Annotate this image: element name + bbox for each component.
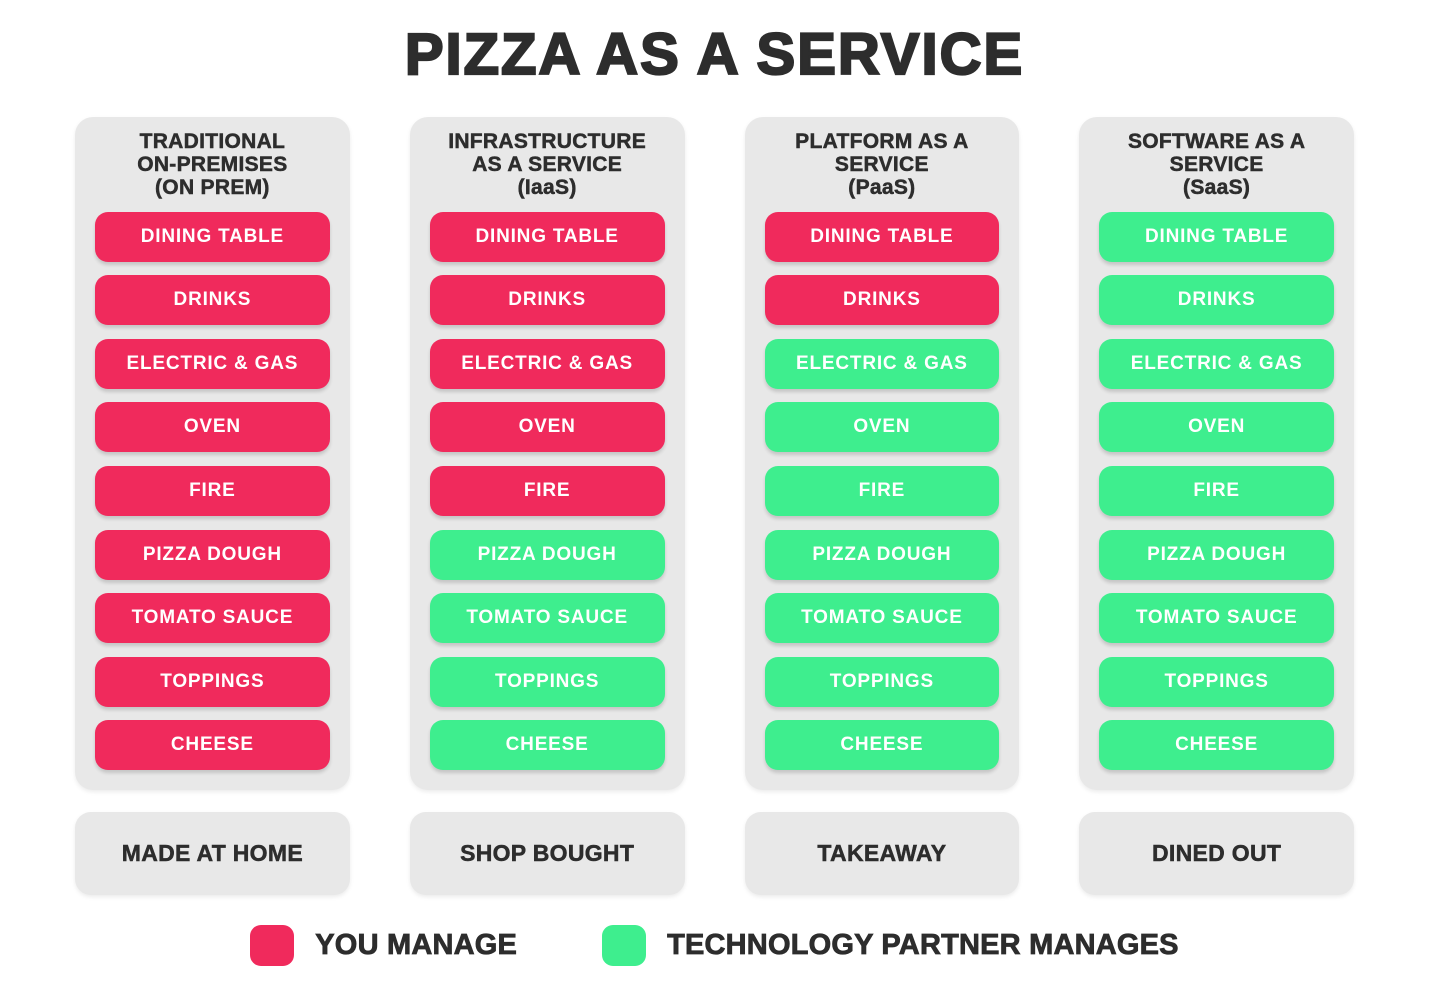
column-panel-paas: PLATFORM AS A SERVICE (PaaS) DINING TABL… xyxy=(744,116,1020,790)
legend: YOU MANAGE TECHNOLOGY PARTNER MANAGES xyxy=(0,924,1429,966)
service-pill: OVEN xyxy=(429,402,665,453)
service-pill: DINING TABLE xyxy=(1099,211,1334,262)
service-pill: ELECTRIC & GAS xyxy=(1099,338,1334,389)
service-pill: TOMATO SAUCE xyxy=(764,593,1000,644)
column-header-paas: PLATFORM AS A SERVICE (PaaS) xyxy=(795,129,969,199)
service-pill: DRINKS xyxy=(95,275,330,326)
service-pill: DINING TABLE xyxy=(95,211,330,262)
service-pill: TOMATO SAUCE xyxy=(1099,593,1334,644)
column-header-saas: SOFTWARE AS A SERVICE (SaaS) xyxy=(1127,129,1306,199)
analogy-label-saas: DINED OUT xyxy=(1079,811,1354,895)
legend-item-partner-manages: TECHNOLOGY PARTNER MANAGES xyxy=(602,924,1179,966)
service-pill: TOPPINGS xyxy=(429,656,665,707)
service-pill: PIZZA DOUGH xyxy=(1099,529,1334,580)
service-pill: TOMATO SAUCE xyxy=(95,593,330,644)
service-pill: OVEN xyxy=(95,402,330,453)
service-pill: TOPPINGS xyxy=(95,656,330,707)
service-pill: DRINKS xyxy=(429,275,665,326)
column-panel-onprem: TRADITIONAL ON-PREMISES (ON PREM) DINING… xyxy=(75,116,350,790)
service-pill: FIRE xyxy=(429,466,665,517)
service-pill: OVEN xyxy=(1099,402,1334,453)
page-title: PIZZA AS A SERVICE xyxy=(404,21,1025,88)
service-pill: DINING TABLE xyxy=(764,211,1000,262)
legend-label-partner-manages: TECHNOLOGY PARTNER MANAGES xyxy=(667,928,1179,961)
service-pill: ELECTRIC & GAS xyxy=(764,338,1000,389)
service-pill: CHEESE xyxy=(95,720,330,771)
service-pill: PIZZA DOUGH xyxy=(429,529,665,580)
column-header-onprem: TRADITIONAL ON-PREMISES (ON PREM) xyxy=(137,129,288,199)
pill-stack-paas: DINING TABLE DRINKS ELECTRIC & GAS OVEN FIRE… xyxy=(764,211,1000,771)
service-pill: FIRE xyxy=(95,466,330,517)
column-header-iaas: INFRASTRUCTURE AS A SERVICE (IaaS) xyxy=(448,129,647,199)
analogy-label-paas: TAKEAWAY xyxy=(744,811,1020,895)
service-pill: PIZZA DOUGH xyxy=(95,529,330,580)
pill-stack-onprem: DINING TABLE DRINKS ELECTRIC & GAS OVEN FIRE… xyxy=(95,211,330,771)
service-pill: ELECTRIC & GAS xyxy=(429,338,665,389)
service-pill: FIRE xyxy=(1099,466,1334,517)
service-pill: CHEESE xyxy=(429,720,665,771)
service-pill: DRINKS xyxy=(764,275,1000,326)
pill-stack-saas: DINING TABLE DRINKS ELECTRIC & GAS OVEN FIRE… xyxy=(1099,211,1334,771)
service-pill: CHEESE xyxy=(764,720,1000,771)
analogy-row: MADE AT HOME SHOP BOUGHT TAKEAWAY DINED … xyxy=(0,811,1429,895)
service-pill: TOPPINGS xyxy=(1099,656,1334,707)
service-columns: TRADITIONAL ON-PREMISES (ON PREM) DINING… xyxy=(0,116,1429,790)
service-pill: OVEN xyxy=(764,402,1000,453)
legend-label-you-manage: YOU MANAGE xyxy=(315,928,518,961)
service-pill: TOPPINGS xyxy=(764,656,1000,707)
service-pill: FIRE xyxy=(764,466,1000,517)
service-pill: DRINKS xyxy=(1099,275,1334,326)
service-pill: PIZZA DOUGH xyxy=(764,529,1000,580)
analogy-label-onprem: MADE AT HOME xyxy=(75,811,350,895)
legend-swatch-partner-manages xyxy=(602,924,647,966)
service-pill: ELECTRIC & GAS xyxy=(95,338,330,389)
legend-item-you-manage: YOU MANAGE xyxy=(250,924,518,966)
service-pill: CHEESE xyxy=(1099,720,1334,771)
service-pill: TOMATO SAUCE xyxy=(429,593,665,644)
analogy-label-iaas: SHOP BOUGHT xyxy=(409,811,685,895)
service-pill: DINING TABLE xyxy=(429,211,665,262)
column-panel-iaas: INFRASTRUCTURE AS A SERVICE (IaaS) DININ… xyxy=(409,116,685,790)
pill-stack-iaas: DINING TABLE DRINKS ELECTRIC & GAS OVEN FIRE… xyxy=(429,211,665,771)
legend-swatch-you-manage xyxy=(250,924,295,966)
column-panel-saas: SOFTWARE AS A SERVICE (SaaS) DINING TABL… xyxy=(1079,116,1354,790)
